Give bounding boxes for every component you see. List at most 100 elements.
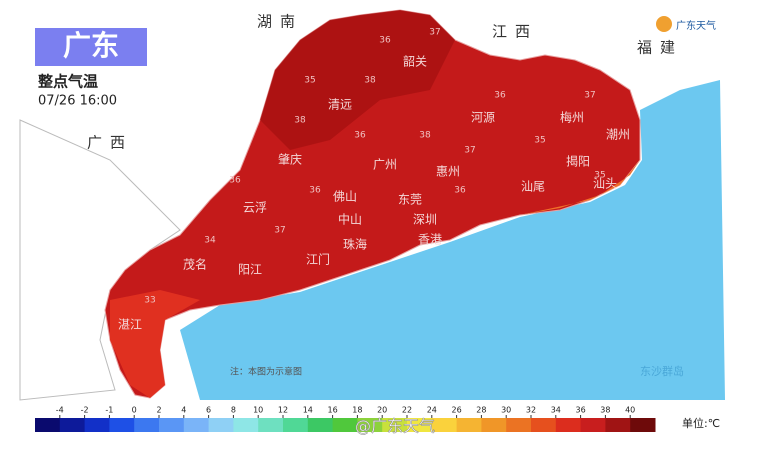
city-label: 佛山 <box>333 190 357 204</box>
legend-tick-label: 20 <box>377 406 387 415</box>
legend-swatch <box>332 418 358 432</box>
station-value: 35 <box>304 76 315 86</box>
city-label: 江门 <box>306 252 330 267</box>
city-label: 茂名 <box>183 257 207 272</box>
legend-swatch <box>258 418 284 432</box>
logo-icon <box>656 16 672 32</box>
subtitle: 整点气温 <box>38 73 98 91</box>
legend-tick-label: 30 <box>501 406 511 415</box>
legend-swatch <box>159 418 185 432</box>
legend-swatch <box>456 418 482 432</box>
station-value: 37 <box>584 91 595 101</box>
legend-swatch <box>357 418 383 432</box>
city-label: 广州 <box>373 158 397 172</box>
legend-tick-label: -4 <box>56 406 64 415</box>
station-value: 38 <box>419 131 431 141</box>
legend-swatch <box>506 418 532 432</box>
legend-swatch <box>531 418 557 432</box>
legend-tick-label: 4 <box>181 406 186 415</box>
city-label: 揭阳 <box>566 154 590 169</box>
legend-tick-label: 0 <box>132 406 137 415</box>
note: 注：本图为示意图 <box>230 366 302 378</box>
west-zone <box>110 290 200 398</box>
legend-tick-label: 14 <box>303 406 313 415</box>
station-value: 36 <box>354 131 366 141</box>
title-box <box>35 28 147 66</box>
legend-swatch <box>59 418 86 432</box>
legend-swatch <box>183 418 210 432</box>
watermark: @广东天气 <box>355 417 435 436</box>
city-label: 湛江 <box>118 318 142 332</box>
city-label: 珠海 <box>343 237 367 252</box>
legend-tick-label: -2 <box>81 406 89 415</box>
region-label: 湖南 <box>257 13 303 31</box>
city-label: 梅州 <box>560 110 584 125</box>
legend-swatch <box>605 418 631 432</box>
station-value: 37 <box>464 146 475 156</box>
city-label: 香港 <box>418 233 442 247</box>
legend-tick-label: 26 <box>452 406 462 415</box>
city-label: 中山 <box>338 212 362 227</box>
station-value: 38 <box>364 76 376 86</box>
legend-swatch <box>307 418 334 432</box>
legend-tick-label: 28 <box>476 406 486 415</box>
legend-tick-label: 18 <box>352 406 362 415</box>
station-value: 35 <box>534 136 545 146</box>
legend-swatch <box>431 418 458 432</box>
station-value: 36 <box>309 186 321 196</box>
legend-swatch <box>134 418 160 432</box>
legend-tick-label: 34 <box>551 406 561 415</box>
legend-tick-label: 24 <box>427 406 437 415</box>
station-value: 36 <box>494 91 506 101</box>
city-label: 肇庆 <box>278 152 302 167</box>
legend-tick-label: 38 <box>600 406 610 415</box>
legend-tick-label: 10 <box>253 406 263 415</box>
legend-swatch <box>407 418 433 432</box>
station-value: 36 <box>379 36 391 46</box>
station-value: 38 <box>294 116 306 126</box>
legend-tick-label: 16 <box>328 406 338 415</box>
station-value: 36 <box>229 176 241 186</box>
city-label: 河源 <box>471 111 495 125</box>
legend-swatch <box>481 418 507 432</box>
station-value: 34 <box>204 236 216 246</box>
legend-tick-label: 6 <box>206 406 211 415</box>
city-label: 汕尾 <box>521 180 545 194</box>
legend-tick-label: -1 <box>105 406 113 415</box>
city-label: 韶关 <box>403 54 427 69</box>
station-value: 35 <box>594 171 605 181</box>
legend-swatch <box>580 418 606 432</box>
north-hot-zone <box>260 10 455 150</box>
legend-swatch <box>630 418 656 432</box>
city-label: 云浮 <box>243 201 267 215</box>
legend-tick-label: 36 <box>576 406 586 415</box>
region-label: 福建 <box>637 39 683 57</box>
city-label: 潮州 <box>606 127 630 142</box>
city-label: 阳江 <box>238 263 262 277</box>
city-label: 深圳 <box>413 213 437 227</box>
legend-swatch <box>109 418 135 432</box>
legend-tick-label: 2 <box>156 406 161 415</box>
station-value: 37 <box>429 28 440 38</box>
station-value: 37 <box>274 226 285 236</box>
region-label: 广西 <box>87 134 133 152</box>
islands: 东沙群岛 <box>640 364 684 378</box>
legend-tick-label: 12 <box>278 406 288 415</box>
legend-tick-label: 8 <box>231 406 236 415</box>
legend-swatch <box>382 418 408 432</box>
legend-swatch <box>283 418 309 432</box>
legend-swatch <box>233 418 259 432</box>
legend-tick-label: 22 <box>402 406 412 415</box>
city-label: 汕头 <box>593 177 617 191</box>
station-value: 33 <box>144 296 155 306</box>
legend-tick-label: 32 <box>526 406 536 415</box>
legend-swatch <box>555 418 582 432</box>
legend-swatch <box>208 418 234 432</box>
legend-swatch <box>35 418 61 432</box>
title: 广东 <box>63 29 119 62</box>
legend-unit: 单位:℃ <box>682 416 720 430</box>
legend-swatch <box>84 418 110 432</box>
city-label: 清远 <box>328 98 352 112</box>
time: 07/26 16:00 <box>38 94 117 109</box>
